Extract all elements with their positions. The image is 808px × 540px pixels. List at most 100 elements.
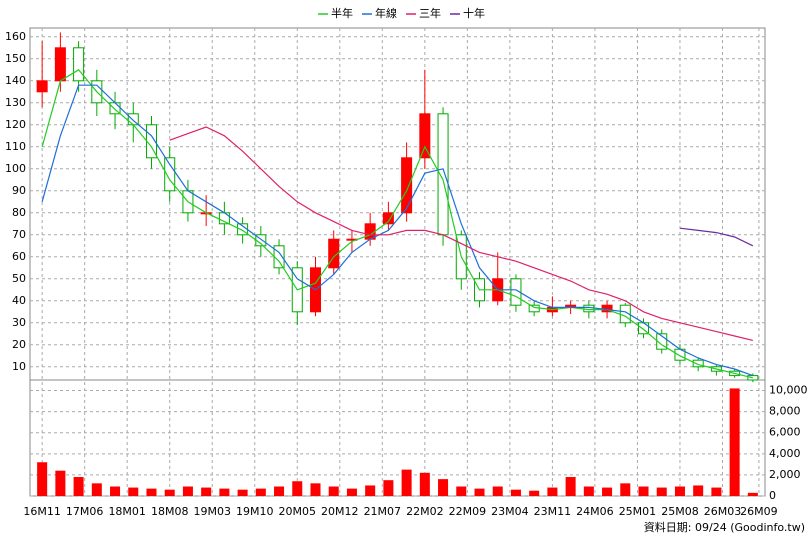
candle-body: [382, 212, 394, 225]
volume-bar: [401, 469, 412, 496]
candle-body: [401, 157, 413, 214]
y-tick-label: 130: [5, 96, 26, 109]
y2-tick-label: 10,000: [769, 384, 808, 397]
candle-body: [328, 238, 340, 269]
x-tick-label: 25M01: [619, 505, 657, 518]
ma-line: [169, 126, 753, 341]
y-tick-label: 80: [12, 206, 26, 219]
x-tick-label: 17M06: [66, 505, 104, 518]
candle-body: [54, 47, 66, 82]
x-tick-label: 25M08: [661, 505, 699, 518]
volume-bar: [656, 487, 667, 496]
volume-bar: [547, 487, 558, 496]
y2-tick-label: 8,000: [769, 405, 801, 418]
volume-bar: [219, 488, 230, 496]
x-tick-label: 20M05: [279, 505, 317, 518]
ma-line: [679, 227, 754, 247]
plot-frame: [29, 27, 766, 497]
y-tick-label: 90: [12, 184, 26, 197]
volume-bar: [255, 488, 266, 496]
y-tick-label: 120: [5, 118, 26, 131]
y-tick-label: 160: [5, 30, 26, 43]
y-tick-label: 140: [5, 74, 26, 87]
footnote: 資料日期: 09/24 (Goodinfo.tw): [644, 520, 805, 534]
candle-body: [510, 278, 522, 306]
volume-bar: [365, 485, 376, 496]
volume-bar: [583, 486, 594, 496]
volume-bar: [73, 477, 84, 496]
x-tick-label: 16M11: [23, 505, 61, 518]
y-tick-label: 20: [12, 338, 26, 351]
volume-bar: [182, 486, 193, 496]
volume-bar: [55, 470, 66, 496]
volume-bar: [638, 486, 649, 496]
volume-bar: [602, 487, 613, 496]
y-tick-label: 30: [12, 316, 26, 329]
volume-bar: [237, 489, 248, 496]
volume-bar: [674, 486, 685, 496]
volume-bar: [146, 488, 157, 496]
ma-line: [41, 69, 753, 379]
legend-label: 半年: [331, 6, 353, 20]
volume-bar: [346, 488, 357, 496]
volume-bar: [37, 462, 48, 496]
volume-bar: [91, 483, 102, 496]
candle-body: [73, 47, 85, 82]
volume-bar: [419, 472, 430, 496]
y2-tick-label: 4,000: [769, 447, 801, 460]
volume-bar: [128, 487, 139, 496]
volume-bar: [729, 388, 740, 496]
x-tick-label: 22M09: [449, 505, 487, 518]
volume-bar: [693, 485, 704, 496]
candle-body: [583, 304, 595, 313]
y-tick-label: 60: [12, 250, 26, 263]
x-tick-label: 24M06: [576, 505, 614, 518]
x-tick-label: 26M03: [704, 505, 742, 518]
x-tick-label: 22M02: [406, 505, 444, 518]
volume-bar: [529, 490, 540, 496]
volume-bar: [565, 477, 576, 496]
x-tick-label: 23M11: [534, 505, 572, 518]
volume-bar: [201, 487, 212, 496]
volume-bar: [474, 488, 485, 496]
x-tick-label: 19M10: [236, 505, 274, 518]
candle-body: [419, 113, 431, 159]
ma-line: [41, 84, 754, 377]
x-tick-label: 20M12: [321, 505, 359, 518]
y-tick-label: 100: [5, 162, 26, 175]
volume-bar: [438, 479, 449, 496]
volume-bar: [456, 486, 467, 496]
y-tick-label: 70: [12, 228, 26, 241]
y-tick-label: 10: [12, 360, 26, 373]
y2-tick-label: 2,000: [769, 468, 801, 481]
y2-tick-label: 6,000: [769, 426, 801, 439]
volume-bar: [328, 486, 339, 496]
y-tick-label: 50: [12, 272, 26, 285]
volume-bar: [620, 483, 631, 496]
y-tick-label: 150: [5, 52, 26, 65]
x-tick-label: 19M03: [193, 505, 231, 518]
candle-body: [36, 80, 48, 93]
x-tick-label: 21M07: [364, 505, 402, 518]
volume-bar: [310, 483, 321, 496]
volume-bar: [110, 486, 121, 496]
y2-tick-label: 0: [769, 489, 776, 502]
y-tick-label: 40: [12, 294, 26, 307]
volume-bar: [510, 489, 521, 496]
legend-label: 十年: [463, 6, 485, 20]
legend-label: 三年: [419, 6, 441, 20]
volume-bar: [492, 486, 503, 496]
candle-body: [528, 304, 540, 313]
x-tick-label: 18M08: [151, 505, 189, 518]
volume-bar: [164, 489, 175, 496]
x-tick-label: 18M01: [108, 505, 146, 518]
volume-bar: [711, 487, 722, 496]
volume-bar: [292, 481, 303, 496]
volume-bar: [383, 480, 394, 496]
volume-bar: [747, 492, 758, 496]
volume-bar: [274, 486, 285, 496]
candle-body: [656, 333, 668, 350]
legend-label: 年線: [375, 6, 397, 20]
candle-body: [164, 157, 176, 192]
